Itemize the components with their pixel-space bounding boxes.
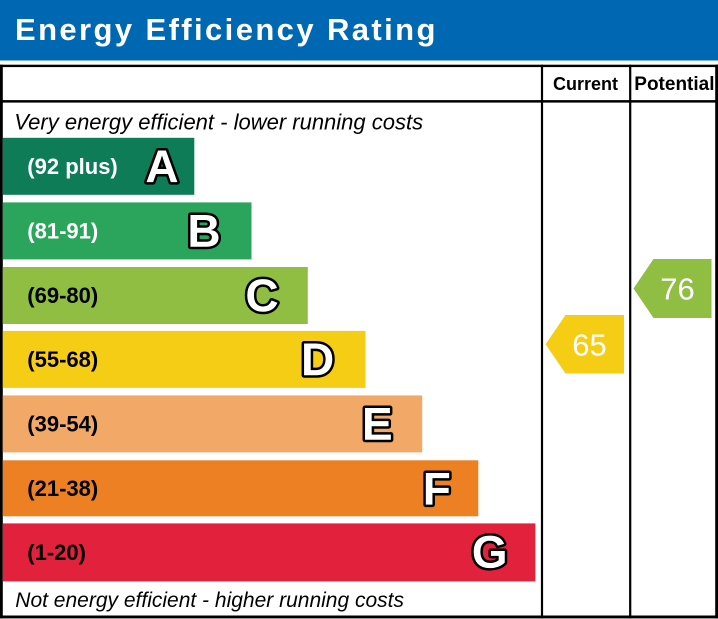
svg-text:65: 65 <box>572 327 606 362</box>
svg-text:(39-54): (39-54) <box>27 412 98 437</box>
svg-text:76: 76 <box>660 271 694 306</box>
svg-text:(1-20): (1-20) <box>27 540 86 565</box>
svg-text:Current: Current <box>553 74 618 94</box>
svg-text:Energy Efficiency Rating: Energy Efficiency Rating <box>15 12 438 47</box>
svg-text:Potential: Potential <box>634 74 714 95</box>
svg-text:(21-38): (21-38) <box>27 476 98 501</box>
svg-text:Very energy efficient - lower: Very energy efficient - lower running co… <box>14 110 423 135</box>
svg-text:Not energy efficient - higher: Not energy efficient - higher running co… <box>15 589 404 612</box>
svg-text:(55-68): (55-68) <box>27 347 98 372</box>
svg-text:(69-80): (69-80) <box>27 283 98 308</box>
svg-text:(81-91): (81-91) <box>27 219 98 244</box>
svg-text:(92 plus): (92 plus) <box>27 154 117 179</box>
